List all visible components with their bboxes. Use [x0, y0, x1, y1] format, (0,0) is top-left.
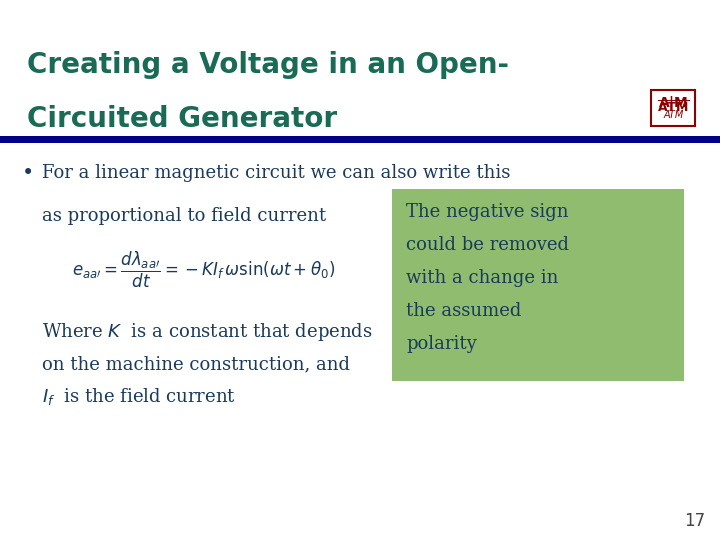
Text: $e_{aa\prime} = \dfrac{d\lambda_{aa\prime}}{dt} = -KI_f\,\omega\sin(\omega t + \: $e_{aa\prime} = \dfrac{d\lambda_{aa\prim…	[72, 250, 336, 290]
Bar	[0, 0, 720, 140]
Text: For a linear magnetic circuit we can also write this: For a linear magnetic circuit we can als…	[42, 164, 510, 182]
Text: the assumed: the assumed	[406, 302, 522, 320]
Text: The negative sign: The negative sign	[406, 203, 569, 221]
Text: with a change in: with a change in	[406, 269, 559, 287]
Text: $I_f$  is the field current: $I_f$ is the field current	[42, 387, 235, 407]
Text: could be removed: could be removed	[406, 236, 570, 254]
Bar	[392, 189, 684, 381]
Text: $\mathbf{\overline{A}}$$\mathbf{\overline{T}}$$\mathbf{\overline{M}}$: $\mathbf{\overline{A}}$$\mathbf{\overlin…	[657, 100, 690, 116]
Text: polarity: polarity	[406, 335, 477, 353]
Text: Circuited Generator: Circuited Generator	[27, 105, 338, 133]
Text: 17: 17	[684, 512, 706, 530]
Bar	[0, 136, 720, 143]
Text: Creating a Voltage in an Open-: Creating a Voltage in an Open-	[27, 51, 509, 79]
Text: Where $K$  is a constant that depends: Where $K$ is a constant that depends	[42, 321, 372, 343]
Text: on the machine construction, and: on the machine construction, and	[42, 355, 350, 374]
FancyBboxPatch shape	[651, 90, 696, 126]
Text: as proportional to field current: as proportional to field current	[42, 207, 326, 225]
Text: •: •	[22, 163, 34, 183]
Text: ATM: ATM	[663, 110, 683, 120]
Text: $\mathbf{A|M}$: $\mathbf{A|M}$	[658, 94, 688, 112]
